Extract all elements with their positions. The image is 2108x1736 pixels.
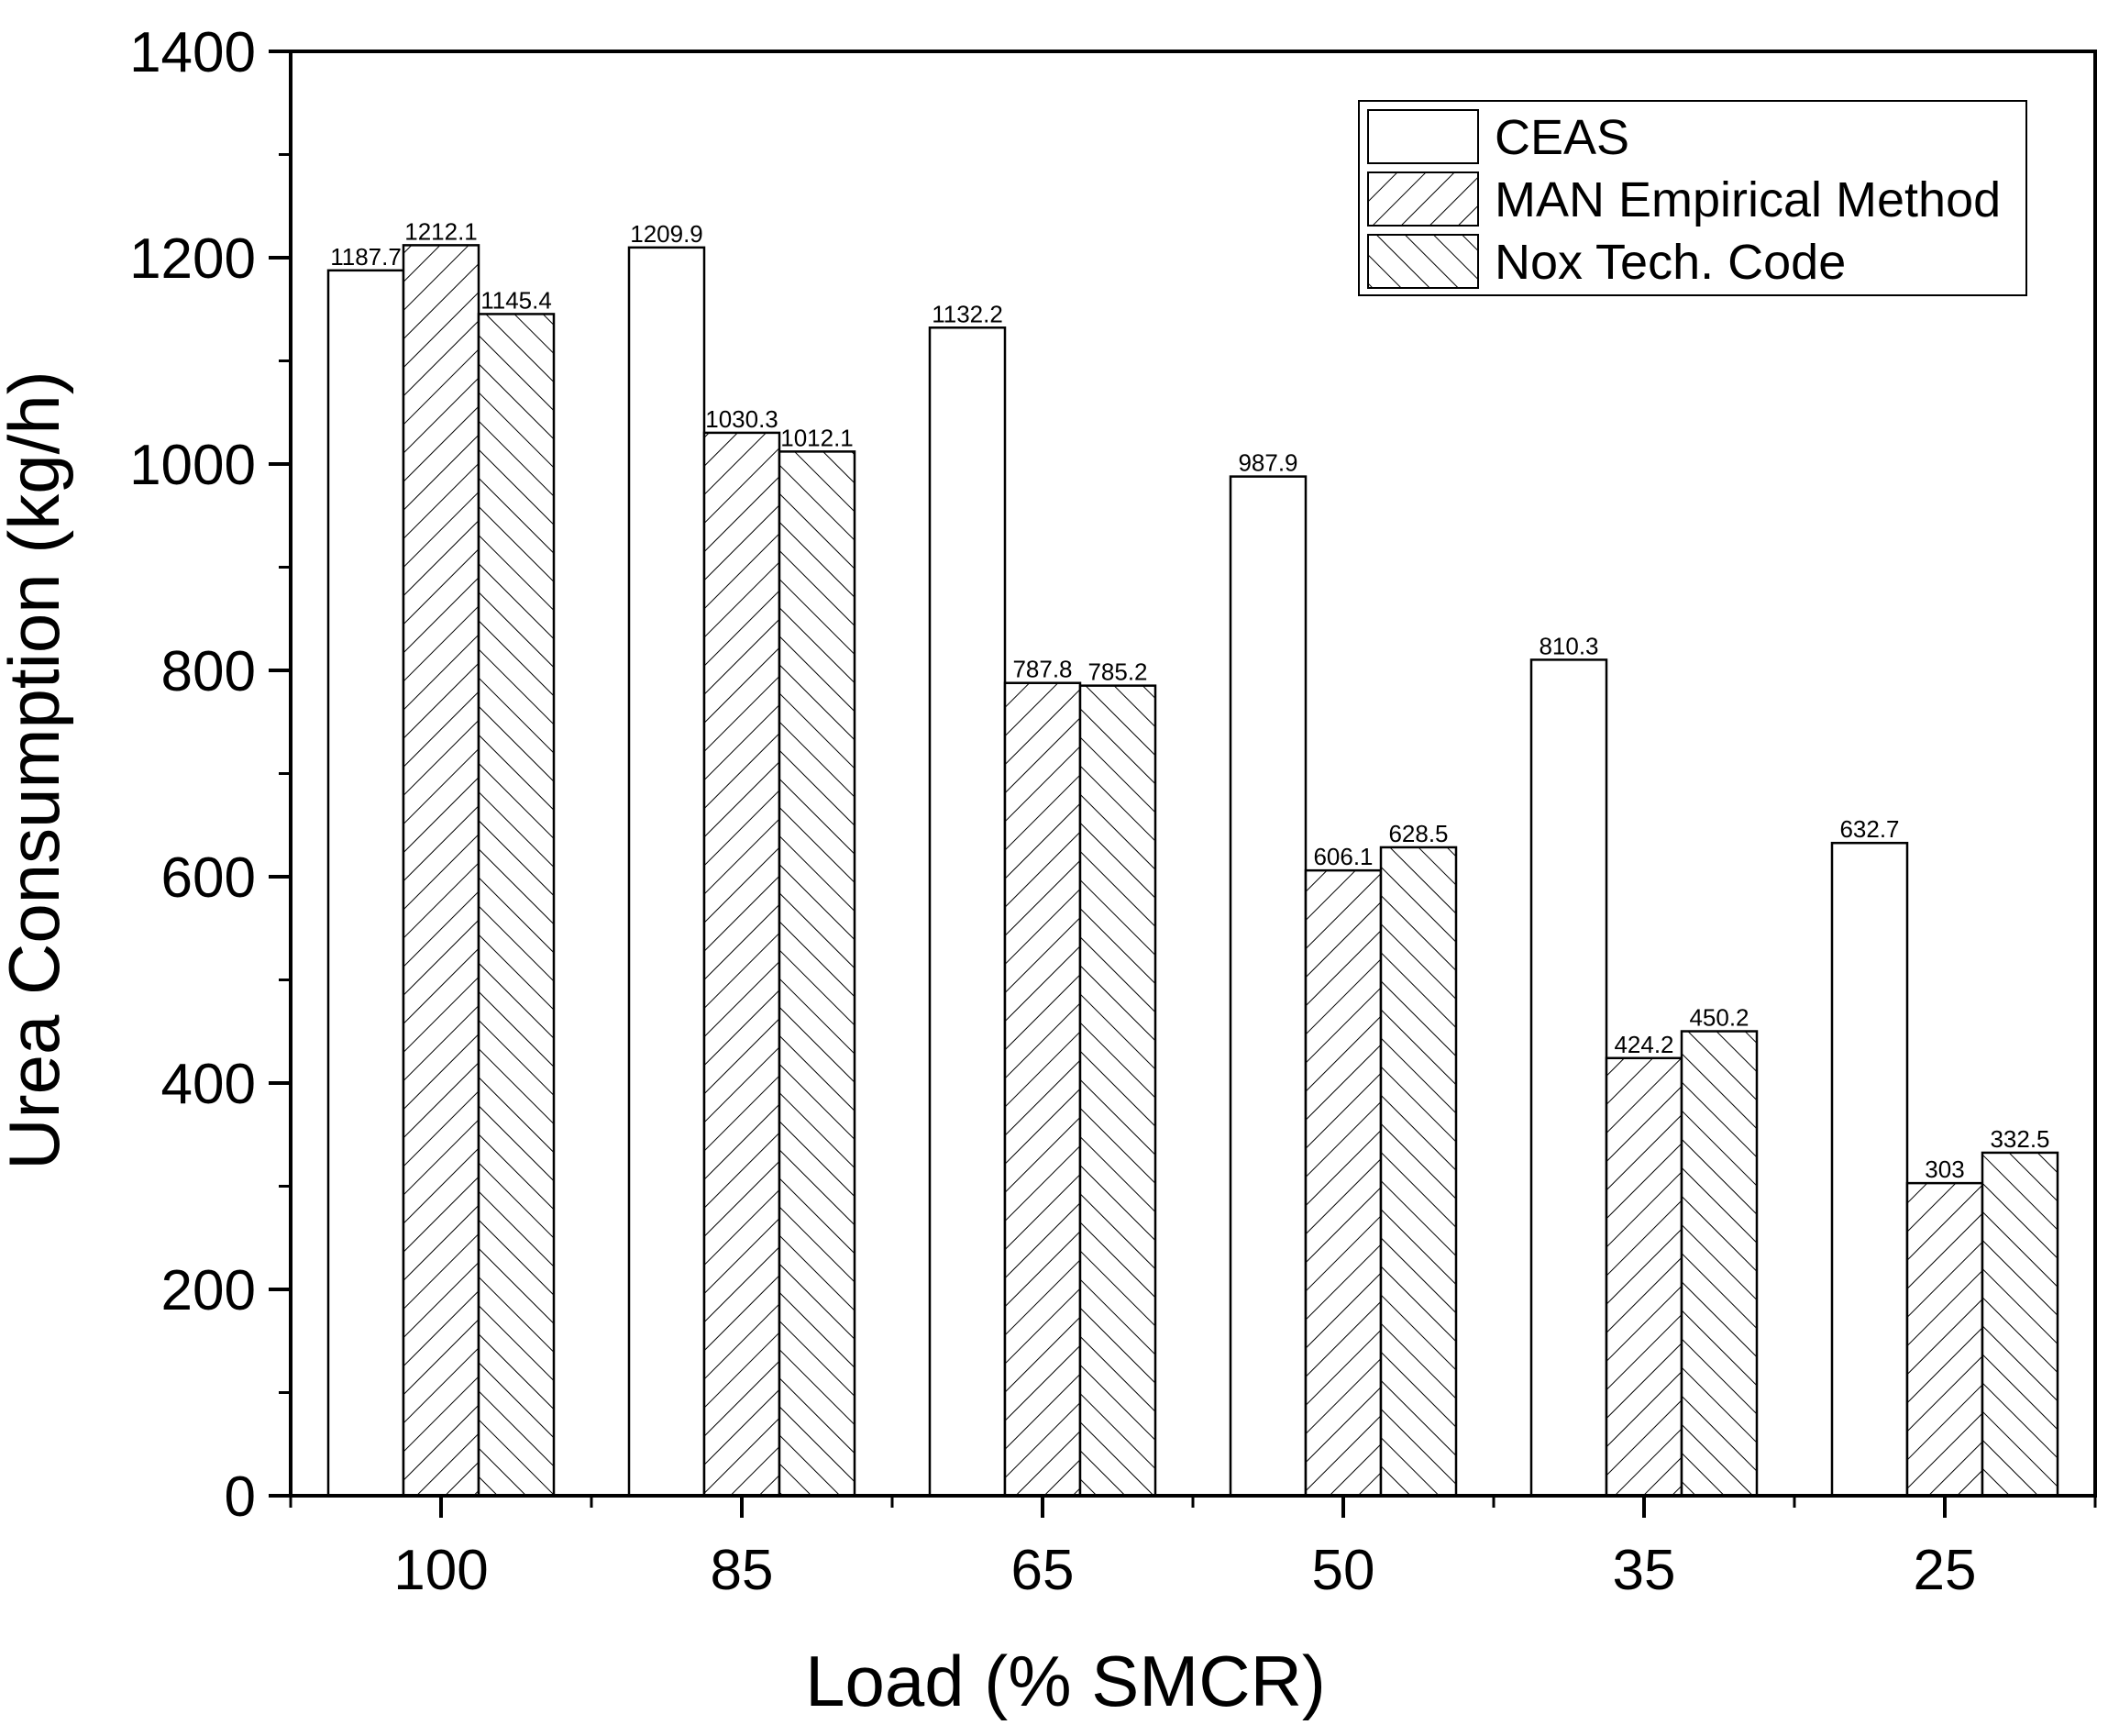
x-tick-label-65: 65 <box>1011 1539 1075 1602</box>
data-label-ceas-35: 810.3 <box>1539 632 1598 659</box>
data-label-man-empirical-method-85: 1030.3 <box>705 405 778 433</box>
data-label-ceas-85: 1209.9 <box>630 220 703 248</box>
data-label-nox-tech-code-85: 1012.1 <box>780 424 854 451</box>
y-tick-label: 0 <box>225 1465 256 1529</box>
bar-man-empirical-method-65 <box>1003 681 1082 1498</box>
y-tick-label: 800 <box>161 640 256 703</box>
legend-label-nox: Nox Tech. Code <box>1495 235 1846 290</box>
bar-nox-tech-code-35 <box>1680 1030 1759 1498</box>
bar-nox-tech-code-25 <box>1981 1151 2059 1498</box>
data-label-nox-tech-code-35: 450.2 <box>1689 1004 1749 1032</box>
data-label-ceas-65: 1132.2 <box>932 300 1003 327</box>
legend-swatch-ceas <box>1367 109 1479 164</box>
bar-nox-tech-code-65 <box>1078 684 1157 1498</box>
y-tick-label: 1000 <box>129 434 256 497</box>
data-label-nox-tech-code-65: 785.2 <box>1087 658 1147 686</box>
bar-man-empirical-method-50 <box>1304 868 1383 1498</box>
legend-label-man: MAN Empirical Method <box>1495 172 2001 227</box>
bar-ceas-25 <box>1830 841 1909 1498</box>
bar-ceas-100 <box>326 269 405 1498</box>
bar-ceas-65 <box>928 326 1007 1498</box>
legend-swatch-nox <box>1367 234 1479 289</box>
x-axis-title: Load (% SMCR) <box>805 1641 1326 1721</box>
x-tick-label-85: 85 <box>711 1539 774 1602</box>
legend: CEAS MAN Empirical Method Nox Tech. Code <box>1358 100 2027 296</box>
y-tick-label: 200 <box>161 1259 256 1322</box>
bar-man-empirical-method-100 <box>402 244 480 1498</box>
x-tick-label-50: 50 <box>1312 1539 1375 1602</box>
bar-ceas-85 <box>627 246 706 1498</box>
bar-ceas-35 <box>1529 658 1608 1498</box>
data-label-man-empirical-method-65: 787.8 <box>1012 656 1072 683</box>
y-tick-label: 1200 <box>129 227 256 291</box>
x-tick-label-35: 35 <box>1613 1539 1676 1602</box>
bar-ceas-50 <box>1229 475 1308 1498</box>
data-label-nox-tech-code-25: 332.5 <box>1990 1125 2049 1153</box>
data-label-man-empirical-method-100: 1212.1 <box>404 217 478 245</box>
data-label-ceas-50: 987.9 <box>1238 449 1297 477</box>
data-label-man-empirical-method-25: 303 <box>1925 1155 1964 1183</box>
legend-swatch-man <box>1367 171 1479 227</box>
bar-nox-tech-code-85 <box>778 450 856 1498</box>
legend-label-ceas: CEAS <box>1495 110 1629 165</box>
data-label-nox-tech-code-100: 1145.4 <box>480 286 552 314</box>
bar-man-empirical-method-85 <box>702 431 781 1498</box>
bar-man-empirical-method-25 <box>1905 1181 1984 1498</box>
y-axis-title: Urea Consumption (kg/h) <box>0 370 74 1169</box>
data-label-man-empirical-method-50: 606.1 <box>1313 843 1373 870</box>
y-tick-label: 600 <box>161 846 256 910</box>
data-label-man-empirical-method-35: 424.2 <box>1614 1031 1673 1058</box>
x-tick-label-100: 100 <box>393 1539 488 1602</box>
data-label-nox-tech-code-50: 628.5 <box>1388 820 1448 847</box>
x-tick-label-25: 25 <box>1914 1539 1977 1602</box>
bar-nox-tech-code-50 <box>1379 846 1458 1498</box>
data-label-ceas-25: 632.7 <box>1839 815 1899 843</box>
bar-man-empirical-method-35 <box>1605 1056 1683 1498</box>
data-label-ceas-100: 1187.7 <box>330 243 402 271</box>
bars-group <box>326 244 2059 1498</box>
bar-nox-tech-code-100 <box>477 313 556 1498</box>
y-tick-label: 400 <box>161 1053 256 1116</box>
axes-group: 0 200 400 600 800 1000 1200 1400 100 85 65 50 35 25 <box>129 21 2097 1602</box>
y-tick-label: 1400 <box>129 21 256 84</box>
